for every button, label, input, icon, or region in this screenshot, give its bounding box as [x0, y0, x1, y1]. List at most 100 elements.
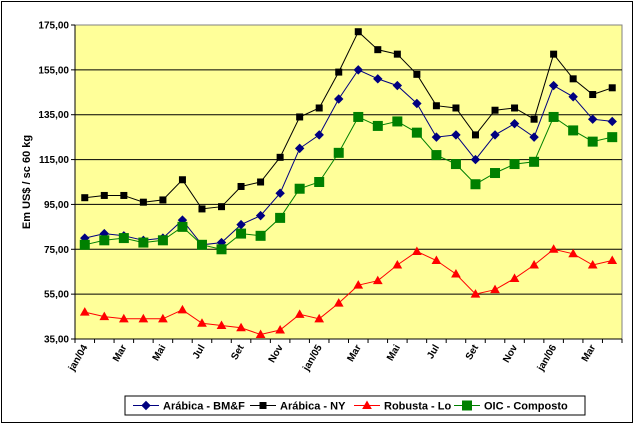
x-tick-label: Nov: [501, 343, 520, 365]
data-point: [509, 273, 520, 282]
data-point: [216, 244, 227, 255]
y-tick-label: 35,00: [44, 335, 69, 346]
data-point: [99, 235, 110, 246]
data-point: [353, 280, 364, 289]
data-point: [568, 125, 579, 136]
data-point: [237, 182, 245, 190]
data-point: [373, 74, 383, 84]
data-point: [334, 94, 344, 104]
data-point: [372, 275, 383, 285]
gridlines: [75, 69, 622, 295]
series-line: [84, 30, 613, 210]
data-point: [491, 106, 499, 114]
data-point: [294, 309, 305, 318]
series-3: [79, 111, 618, 255]
data-point: [198, 205, 206, 213]
x-tick-label: jan/04: [66, 343, 90, 374]
data-point: [177, 221, 188, 232]
data-point: [236, 322, 246, 332]
x-tick-label: Jul: [191, 343, 208, 361]
data-point: [393, 50, 401, 58]
data-point: [99, 311, 110, 321]
series-line: [84, 69, 613, 246]
data-point: [314, 177, 325, 187]
data-point: [139, 198, 147, 206]
x-tick-label: Jul: [425, 343, 442, 361]
legend-label: Arábica - BM&F: [163, 401, 245, 413]
data-point: [431, 255, 442, 264]
data-point: [157, 235, 168, 246]
data-point: [548, 111, 559, 122]
data-point: [607, 132, 618, 143]
x-tick-label: Mar: [111, 343, 129, 364]
y-tick-label: 155,00: [38, 65, 69, 76]
data-point: [255, 230, 266, 241]
data-point: [529, 132, 539, 142]
data-point: [275, 188, 285, 198]
x-tick-label: Mar: [580, 343, 598, 364]
data-point: [354, 28, 362, 36]
legend-marker: [362, 400, 372, 409]
data-point: [452, 104, 460, 112]
data-point: [509, 118, 520, 129]
data-point: [218, 203, 226, 211]
data-point: [413, 70, 421, 78]
y-axis-label: Em US$ / sc 60 kg: [21, 135, 33, 229]
data-point: [589, 91, 597, 99]
y-axis-ticks: 35,00 55,00 75,00 95,00 115,00 135,00 155,00 17…: [38, 21, 622, 346]
data-point: [196, 239, 207, 250]
data-point: [470, 289, 481, 298]
data-point: [451, 268, 461, 278]
data-point: [333, 298, 344, 307]
data-point: [530, 115, 538, 123]
data-point: [509, 159, 520, 170]
data-point: [294, 143, 305, 154]
legend-label: OIC - Composto: [484, 401, 568, 413]
data-point: [412, 98, 422, 109]
data-point: [529, 156, 540, 167]
data-point: [353, 65, 363, 75]
data-point: [294, 183, 305, 194]
data-point: [158, 313, 168, 323]
data-point: [568, 248, 579, 258]
data-point: [255, 210, 266, 221]
x-tick-label: Mai: [151, 343, 169, 363]
data-point: [100, 191, 108, 199]
data-point: [470, 179, 481, 190]
x-tick-label: Set: [229, 342, 247, 362]
data-point: [550, 50, 558, 58]
legend-label: Robusta - Lo: [384, 401, 451, 413]
x-tick-label: Nov: [267, 343, 286, 365]
series-group: [79, 28, 618, 339]
x-tick-label: Set: [464, 342, 482, 362]
data-point: [138, 237, 149, 248]
series-1: [81, 28, 616, 213]
legend-marker: [141, 400, 151, 411]
data-point: [138, 313, 149, 323]
legend-label: Arábica - NY: [280, 401, 346, 413]
data-point: [470, 154, 481, 165]
data-point: [120, 191, 128, 199]
data-point: [374, 46, 382, 54]
data-point: [490, 284, 500, 294]
series-2: [79, 244, 618, 339]
data-point: [257, 178, 265, 186]
y-tick-label: 115,00: [39, 155, 69, 166]
data-point: [276, 153, 284, 161]
x-tick-label: Mai: [385, 343, 403, 363]
data-point: [529, 259, 539, 269]
data-point: [81, 194, 89, 202]
y-tick-label: 135,00: [38, 110, 69, 121]
data-point: [296, 113, 304, 121]
data-point: [587, 114, 598, 124]
data-point: [569, 75, 577, 83]
data-point: [353, 111, 364, 122]
x-tick-label: jan/05: [301, 343, 325, 374]
data-point: [450, 159, 461, 170]
series-line: [84, 248, 613, 336]
data-point: [118, 313, 129, 323]
plot-area: [74, 24, 623, 340]
data-point: [432, 102, 440, 110]
data-point: [608, 84, 616, 92]
